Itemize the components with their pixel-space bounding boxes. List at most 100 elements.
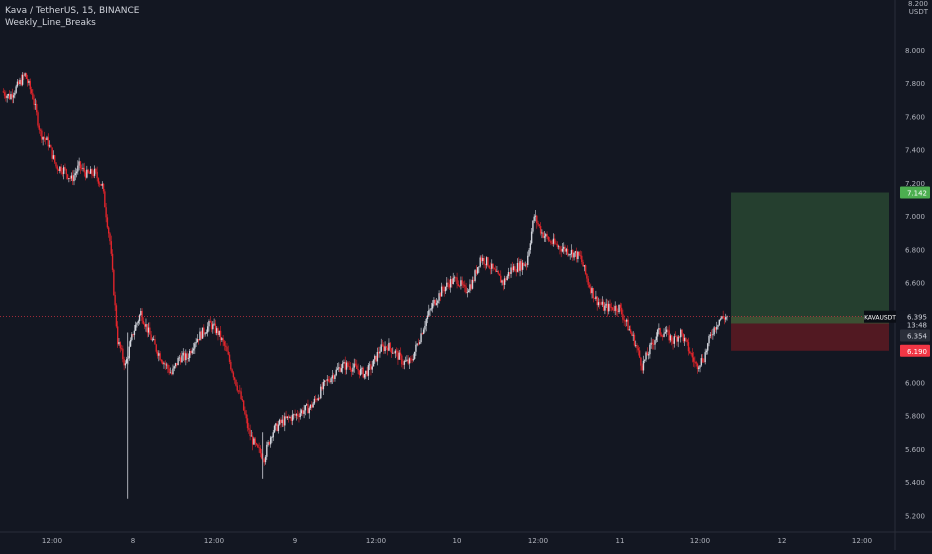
- candle-body: [615, 305, 618, 312]
- candle-body: [474, 270, 476, 281]
- candle-body: [260, 453, 263, 459]
- candle-body: [74, 173, 76, 176]
- candle-body: [66, 174, 69, 179]
- candle-body: [469, 284, 471, 291]
- candle-body: [654, 340, 656, 345]
- candle-body: [350, 369, 353, 372]
- candle-body: [73, 175, 75, 182]
- x-tick-label: 12: [778, 537, 787, 545]
- candle-body: [340, 368, 343, 372]
- candle-body: [685, 337, 687, 340]
- candle-body: [584, 265, 587, 274]
- candle-body: [632, 334, 634, 336]
- candle-body: [471, 279, 474, 289]
- candle-body: [710, 334, 713, 336]
- candle-body: [366, 370, 368, 376]
- candle-body: [426, 315, 429, 320]
- candle-body: [298, 416, 300, 418]
- candle-body: [61, 172, 64, 174]
- candle-body: [199, 331, 201, 341]
- candle-body: [223, 341, 226, 346]
- candle-body: [425, 319, 427, 326]
- candle-body: [146, 324, 148, 333]
- candle-body: [446, 282, 448, 287]
- y-tick-label: 5.400: [905, 479, 925, 487]
- candle-body: [170, 372, 173, 375]
- candle-body: [285, 416, 287, 419]
- indicator-label[interactable]: Weekly_Line_Breaks: [5, 18, 96, 28]
- candle-body: [218, 330, 220, 335]
- candle-body: [696, 363, 699, 369]
- candle-body: [347, 362, 349, 367]
- candle-body: [46, 137, 48, 140]
- symbol-title[interactable]: Kava / TetherUS, 15, BINANCE: [5, 6, 140, 16]
- candle-body: [183, 352, 186, 361]
- candle-body: [303, 410, 305, 414]
- candle-body: [354, 363, 357, 366]
- candle-body: [599, 302, 601, 304]
- candle-body: [686, 339, 688, 343]
- candle-body: [302, 410, 304, 414]
- candle-body: [231, 369, 233, 373]
- candle-body: [502, 280, 505, 285]
- candle-body: [60, 166, 62, 173]
- candle-body: [330, 378, 332, 383]
- candle-body: [628, 329, 631, 331]
- x-tick-label: 10: [453, 537, 462, 545]
- candle-body: [505, 278, 507, 281]
- candle-body: [384, 346, 386, 351]
- candle-body: [691, 353, 694, 358]
- candle-body: [699, 365, 701, 368]
- entry-price-badge-bg: [900, 329, 930, 342]
- candle-body: [227, 351, 229, 355]
- candle-body: [158, 353, 160, 356]
- candle-body: [660, 334, 663, 336]
- candle-body: [389, 342, 391, 349]
- candle-body: [140, 310, 142, 316]
- candle-body: [338, 367, 340, 369]
- candle-body: [174, 363, 177, 367]
- candle-body: [313, 398, 316, 404]
- candle-body: [233, 377, 236, 380]
- candle-body: [677, 336, 679, 342]
- candle-body: [68, 178, 70, 179]
- x-tick-label: 12:00: [528, 537, 548, 545]
- candle-body: [24, 73, 26, 76]
- candle-body: [721, 316, 723, 319]
- candle-body: [34, 103, 37, 105]
- candle-body: [213, 323, 215, 325]
- candle-body: [50, 145, 52, 148]
- candle-body: [437, 300, 439, 304]
- candle-body: [725, 317, 727, 320]
- candle-body: [345, 362, 348, 370]
- candle-body: [476, 267, 479, 274]
- candle-body: [493, 268, 496, 270]
- candle-body: [714, 327, 717, 330]
- candle-body: [608, 303, 610, 312]
- candle-body: [69, 178, 71, 179]
- candle-body: [719, 318, 722, 320]
- candle-body: [263, 459, 265, 463]
- candle-body: [64, 167, 66, 170]
- candle-body: [421, 333, 424, 335]
- candle-body: [399, 352, 402, 356]
- candle-body: [113, 269, 115, 296]
- candle-body: [692, 357, 695, 362]
- candle-body: [568, 254, 570, 256]
- top-partial-tick: 8.200: [907, 0, 928, 8]
- candle-body: [717, 324, 719, 327]
- candle-body: [462, 284, 465, 286]
- candle-body: [235, 379, 237, 386]
- loss-zone: [731, 323, 889, 351]
- x-tick-label: 11: [616, 537, 625, 545]
- candle-body: [578, 251, 580, 256]
- candle-body: [613, 309, 615, 311]
- candle-body: [566, 248, 569, 255]
- candle-body: [206, 326, 209, 333]
- candle-body: [196, 339, 199, 343]
- candle-body: [633, 334, 636, 346]
- candle-body: [701, 358, 704, 362]
- candle-body: [42, 136, 44, 140]
